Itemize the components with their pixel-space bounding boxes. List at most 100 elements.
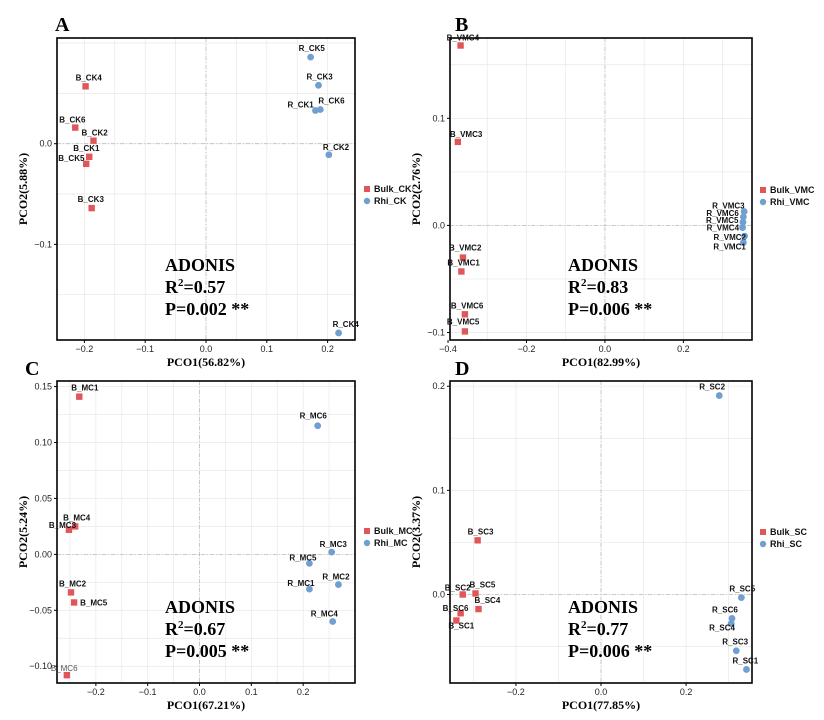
panel-a: −0.2 −0.1 0.0 0.1 0.2−0.10.0PCO1(56.82%)PCO2… xyxy=(16,14,359,369)
y-tick-label: 0.2 xyxy=(432,381,445,391)
point-label: R_SC1 xyxy=(732,656,758,665)
x-tick-label: −0.2 xyxy=(507,687,525,697)
panel-d: −0.2 0.0 0.2 0.0 0.1 0.2 PCO1(77.85%) PCO2(3.37… xyxy=(409,358,759,712)
point-label: B_CK5 xyxy=(58,154,85,163)
point-label: B_VMC6 xyxy=(451,301,484,310)
x-tick-label: 0.2 xyxy=(297,687,310,697)
adonis-r2: R2=0.83 xyxy=(568,277,628,297)
adonis-title: ADONIS xyxy=(165,255,235,275)
data-point-r-ck3 xyxy=(315,81,322,89)
point-label: B_CK6 xyxy=(59,116,86,125)
x-tick-label: −0.4 xyxy=(439,344,457,354)
data-point-r-sc3 xyxy=(732,647,740,655)
data-point-b-vmc1 xyxy=(458,268,465,275)
y-tick-label: −0.1 xyxy=(34,239,52,249)
adonis-title: ADONIS xyxy=(165,597,235,617)
data-point-b-mc2 xyxy=(67,589,75,596)
data-point-r-ck2 xyxy=(325,151,333,159)
legend-a: Bulk_CK Rhi_CK xyxy=(363,184,412,206)
point-label: B_MC2 xyxy=(59,579,87,588)
y-tick-label: 0.0 xyxy=(39,139,52,149)
adonis-title: ADONIS xyxy=(568,597,638,617)
data-point-r-sc4 xyxy=(727,620,735,628)
y-tick-label: 0.0 xyxy=(432,589,445,599)
data-point-b-ck2 xyxy=(90,137,97,144)
data-point-r-mc1 xyxy=(305,585,313,593)
panel-letter: D xyxy=(455,358,469,380)
point-label: R_SC5 xyxy=(729,585,755,594)
point-label: B_SC3 xyxy=(468,527,494,536)
plot-area xyxy=(57,381,355,683)
data-point-r-vmc6 xyxy=(739,213,747,221)
data-point-b-vmc2 xyxy=(459,254,467,261)
x-tick-label: 0.2 xyxy=(680,687,693,697)
legend-label: Bulk_VMC xyxy=(770,185,815,195)
point-label: B_SC2 xyxy=(445,583,471,592)
point-label: B_VMC4 xyxy=(447,33,480,42)
legend-label: Rhi_VMC xyxy=(770,197,810,207)
point-label: R_SC3 xyxy=(722,638,748,647)
point-label: R_CK1 xyxy=(287,100,314,109)
data-point-r-sc2 xyxy=(715,392,723,399)
y-tick-label: −0.10 xyxy=(29,661,52,671)
adonis-r2: R2=0.77 xyxy=(568,619,628,639)
point-label: R_VMC2 xyxy=(714,233,747,242)
y-tick-label: 0.00 xyxy=(34,549,52,559)
data-point-r-vmc1 xyxy=(739,239,747,246)
data-point-b-mc3 xyxy=(65,526,73,533)
x-tick-label: −0.1 xyxy=(136,344,154,354)
series-rhi-ck: R_CK5 R_CK3 R_CK6 R_CK1 R_CK2 R_CK4 xyxy=(287,44,359,337)
y-tick-label: 0.0 xyxy=(432,220,445,230)
y-axis-title: PCO2(3.37%) xyxy=(409,496,423,568)
point-label: R_VMC6 xyxy=(706,209,739,218)
data-point-r-mc5 xyxy=(305,559,313,567)
adonis-title: ADONIS xyxy=(568,255,638,275)
adonis-p-value: P=0.006 ** xyxy=(568,299,652,319)
point-label: B_SC1 xyxy=(448,622,474,631)
point-label: B_CK2 xyxy=(81,129,108,138)
x-tick-label: 0.0 xyxy=(200,344,213,354)
adonis-p-value: P=0.006 ** xyxy=(568,641,652,661)
x-tick-label: −0.2 xyxy=(518,344,536,354)
adonis-p-value: P=0.005 ** xyxy=(165,641,249,661)
point-label: R_CK6 xyxy=(318,96,345,105)
legend-marker-circle xyxy=(759,540,767,548)
point-label: B_MC5 xyxy=(80,598,108,607)
y-axis-title: PCO2(5.24%) xyxy=(16,496,30,568)
x-tick-label: 0.2 xyxy=(677,344,690,354)
panel-letter: C xyxy=(25,358,39,380)
x-axis-title: PCO1(67.21%) xyxy=(167,698,245,712)
x-tick-label: −0.2 xyxy=(87,687,105,697)
data-point-b-sc4 xyxy=(475,605,482,613)
point-label: R_CK5 xyxy=(299,44,326,53)
point-label: B_MC1 xyxy=(71,384,99,393)
y-tick-label: −0.05 xyxy=(29,605,52,615)
point-label: R_SC2 xyxy=(699,383,725,392)
x-tick-label: −0.1 xyxy=(139,687,157,697)
data-point-b-ck4 xyxy=(82,83,89,90)
data-point-b-mc6 xyxy=(63,671,71,679)
legend-label: Bulk_MC xyxy=(374,526,413,536)
legend-marker-circle xyxy=(363,539,371,547)
y-tick-label: 0.10 xyxy=(34,438,52,448)
x-tick-label: 0.0 xyxy=(193,687,206,697)
data-point-r-sc6 xyxy=(728,615,736,622)
legend-label: Bulk_SC xyxy=(770,527,808,537)
legend-marker-square xyxy=(364,186,370,192)
point-label: R_MC4 xyxy=(311,609,339,618)
data-point-r-ck5 xyxy=(307,53,315,61)
data-point-b-sc6 xyxy=(457,610,464,617)
plot-frame xyxy=(56,380,356,684)
y-tick-label: 0.1 xyxy=(432,485,445,495)
legend-marker-circle xyxy=(363,197,371,205)
data-point-r-mc2 xyxy=(335,581,342,588)
point-label: B_VMC2 xyxy=(449,244,482,253)
